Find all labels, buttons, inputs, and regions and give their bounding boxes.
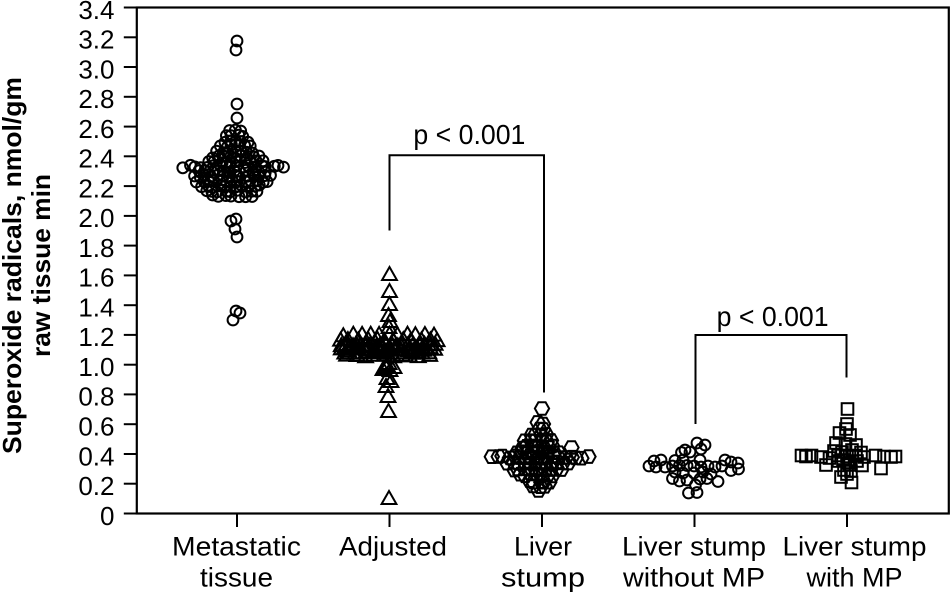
svg-text:tissue: tissue	[200, 563, 273, 593]
svg-text:Metastatic: Metastatic	[172, 532, 301, 562]
svg-text:3.4: 3.4	[78, 0, 114, 25]
svg-text:1.0: 1.0	[78, 352, 114, 382]
svg-text:3.0: 3.0	[78, 54, 114, 84]
svg-text:Liver stump: Liver stump	[783, 532, 927, 562]
svg-text:2.8: 2.8	[78, 84, 114, 114]
svg-text:without MP: without MP	[622, 563, 765, 593]
svg-text:0.6: 0.6	[78, 412, 114, 442]
svg-text:0: 0	[100, 501, 114, 531]
svg-text:raw tissue min: raw tissue min	[26, 174, 56, 357]
svg-text:p < 0.001: p < 0.001	[413, 119, 525, 150]
svg-text:1.8: 1.8	[78, 233, 114, 263]
svg-text:2.0: 2.0	[78, 203, 114, 233]
svg-text:p < 0.001: p < 0.001	[717, 301, 829, 332]
svg-text:Adjusted: Adjusted	[339, 532, 447, 562]
svg-text:2.2: 2.2	[78, 173, 114, 203]
svg-text:1.6: 1.6	[78, 263, 114, 293]
svg-text:2.4: 2.4	[78, 144, 114, 174]
svg-text:1.4: 1.4	[78, 293, 114, 323]
svg-text:Superoxide radicals, nmol/gm: Superoxide radicals, nmol/gm	[0, 77, 27, 454]
svg-text:0.4: 0.4	[78, 441, 114, 471]
svg-text:0.2: 0.2	[78, 471, 114, 501]
svg-text:with MP: with MP	[806, 563, 903, 593]
svg-text:Liver stump: Liver stump	[622, 532, 766, 562]
svg-text:2.6: 2.6	[78, 114, 114, 144]
svg-text:0.8: 0.8	[78, 382, 114, 412]
svg-text:Liver: Liver	[514, 532, 572, 562]
svg-text:stump: stump	[501, 563, 585, 593]
svg-text:1.2: 1.2	[78, 322, 114, 352]
svg-text:3.2: 3.2	[78, 25, 114, 55]
